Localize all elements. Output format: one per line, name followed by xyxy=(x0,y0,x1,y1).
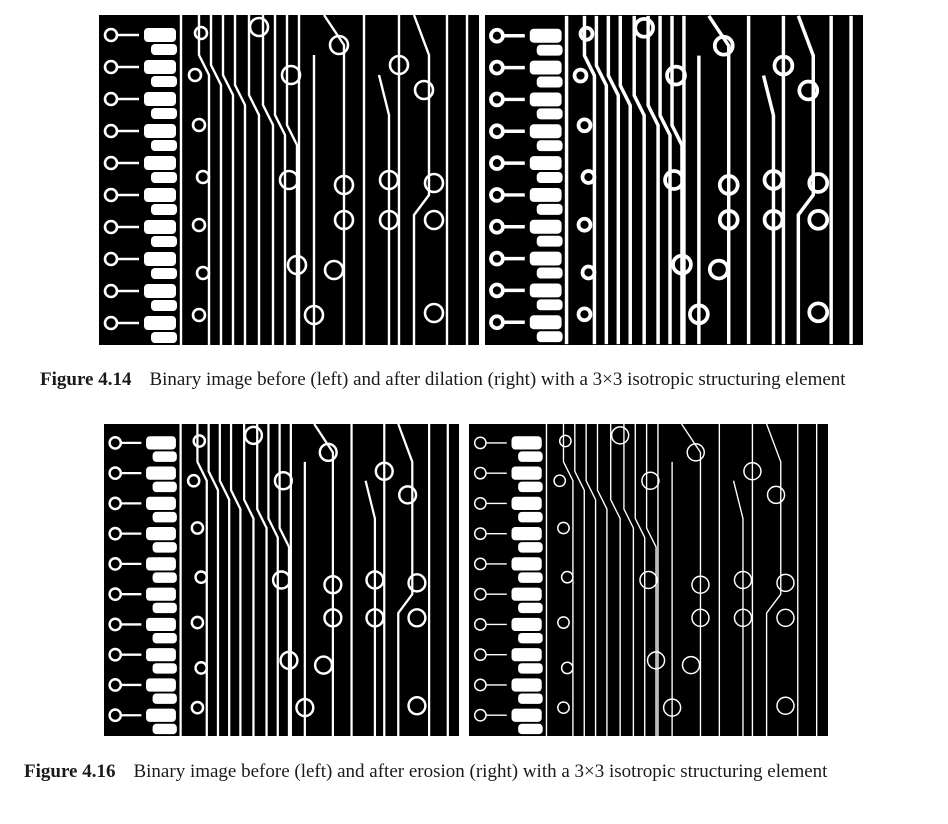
figure-4-16-caption: Figure 4.16 Binary image before (left) an… xyxy=(24,761,827,783)
figure-caption-text: Binary image before (left) and after ero… xyxy=(133,761,827,782)
figure-4-14-before-image xyxy=(99,15,479,345)
circuit-board-eroded xyxy=(469,424,828,736)
figure-4-14-caption: Figure 4.14 Binary image before (left) an… xyxy=(40,369,846,391)
figure-caption-text: Binary image before (left) and after dil… xyxy=(149,369,845,390)
circuit-board-dilated xyxy=(485,15,863,345)
figure-4-16-eroded-image xyxy=(469,424,828,736)
circuit-board-before xyxy=(104,424,459,736)
circuit-board-before xyxy=(99,15,479,345)
figure-label: Figure 4.14 xyxy=(40,369,131,390)
figure-4-14-dilated-image xyxy=(485,15,863,345)
figure-label: Figure 4.16 xyxy=(24,761,115,782)
figure-4-16-before-image xyxy=(104,424,459,736)
